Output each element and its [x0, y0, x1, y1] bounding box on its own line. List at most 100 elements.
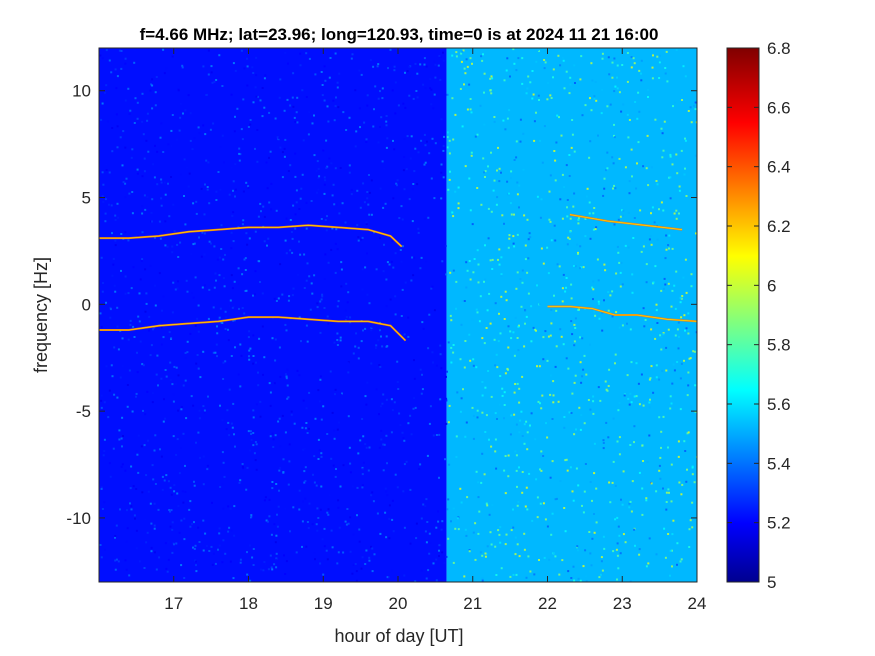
noise-speckle — [263, 240, 266, 243]
noise-speckle — [336, 344, 339, 346]
noise-speckle — [519, 140, 522, 143]
noise-speckle — [658, 416, 661, 419]
noise-speckle — [595, 99, 598, 102]
noise-speckle — [684, 258, 687, 261]
noise-speckle — [688, 546, 691, 548]
noise-speckle — [616, 516, 619, 519]
noise-speckle — [667, 282, 670, 285]
noise-speckle — [504, 492, 507, 495]
noise-speckle — [333, 429, 336, 432]
noise-speckle — [413, 377, 416, 380]
noise-speckle — [452, 215, 455, 218]
noise-speckle — [626, 322, 628, 325]
noise-speckle — [164, 369, 167, 371]
noise-speckle — [220, 224, 223, 227]
noise-speckle — [176, 138, 178, 141]
noise-speckle — [354, 89, 357, 92]
noise-speckle — [513, 413, 516, 416]
noise-speckle — [429, 405, 432, 408]
noise-speckle — [201, 286, 204, 289]
noise-speckle — [569, 83, 572, 86]
noise-speckle — [441, 520, 444, 523]
noise-speckle — [136, 371, 139, 374]
noise-speckle — [498, 167, 501, 170]
noise-speckle — [162, 420, 165, 423]
noise-speckle — [323, 307, 326, 309]
noise-speckle — [671, 549, 673, 552]
noise-speckle — [589, 140, 592, 143]
y-tick-label: -5 — [76, 402, 91, 421]
noise-speckle — [424, 505, 427, 508]
noise-speckle — [305, 545, 308, 548]
noise-speckle — [631, 506, 634, 509]
noise-speckle — [379, 126, 381, 128]
noise-speckle — [621, 283, 624, 286]
noise-speckle — [135, 450, 138, 453]
noise-speckle — [230, 93, 233, 96]
noise-speckle — [354, 563, 357, 565]
noise-speckle — [391, 499, 394, 502]
noise-speckle — [470, 111, 473, 114]
noise-speckle — [154, 144, 156, 147]
noise-speckle — [394, 473, 397, 476]
noise-speckle — [503, 318, 506, 320]
noise-speckle — [525, 576, 528, 579]
colorbar-tick-label: 5.6 — [767, 395, 791, 414]
noise-speckle — [230, 231, 233, 234]
noise-speckle — [584, 217, 587, 220]
noise-speckle — [195, 200, 198, 203]
noise-speckle — [160, 455, 163, 458]
noise-speckle — [695, 121, 697, 124]
noise-speckle — [153, 524, 156, 527]
noise-speckle — [159, 237, 162, 240]
noise-speckle — [266, 244, 268, 247]
noise-speckle — [160, 377, 163, 380]
noise-speckle — [567, 570, 570, 573]
noise-speckle — [432, 562, 435, 565]
noise-speckle — [450, 319, 453, 322]
noise-speckle — [379, 90, 381, 93]
noise-speckle — [583, 490, 586, 493]
noise-speckle — [242, 98, 245, 101]
noise-speckle — [231, 287, 234, 290]
noise-speckle — [654, 328, 657, 331]
noise-speckle — [304, 427, 307, 430]
noise-speckle — [224, 552, 227, 555]
noise-speckle — [252, 362, 255, 365]
noise-speckle — [224, 310, 227, 313]
noise-speckle — [156, 150, 159, 153]
noise-speckle — [360, 238, 363, 241]
noise-speckle — [484, 176, 486, 178]
noise-speckle — [606, 389, 609, 392]
noise-speckle — [660, 127, 663, 130]
noise-speckle — [153, 176, 156, 179]
noise-speckle — [640, 72, 642, 75]
noise-speckle — [333, 341, 336, 344]
noise-speckle — [587, 96, 590, 99]
noise-speckle — [331, 227, 334, 230]
noise-speckle — [113, 346, 116, 349]
noise-speckle — [655, 309, 658, 312]
noise-speckle — [361, 268, 364, 271]
noise-speckle — [144, 208, 147, 211]
noise-speckle — [543, 125, 546, 128]
noise-speckle — [592, 212, 595, 215]
noise-speckle — [589, 481, 592, 483]
noise-speckle — [210, 545, 213, 548]
noise-speckle — [304, 466, 307, 469]
noise-speckle — [222, 361, 225, 364]
noise-speckle — [694, 313, 697, 316]
noise-speckle — [316, 507, 319, 510]
noise-speckle — [620, 261, 623, 264]
noise-speckle — [621, 214, 624, 217]
noise-speckle — [361, 473, 364, 476]
noise-speckle — [495, 574, 498, 576]
noise-speckle — [165, 567, 168, 570]
noise-speckle — [613, 90, 616, 93]
noise-speckle — [324, 79, 327, 82]
noise-speckle — [162, 151, 165, 153]
noise-speckle — [536, 516, 539, 519]
noise-speckle — [440, 163, 443, 166]
noise-speckle — [195, 212, 198, 215]
noise-speckle — [447, 421, 450, 424]
